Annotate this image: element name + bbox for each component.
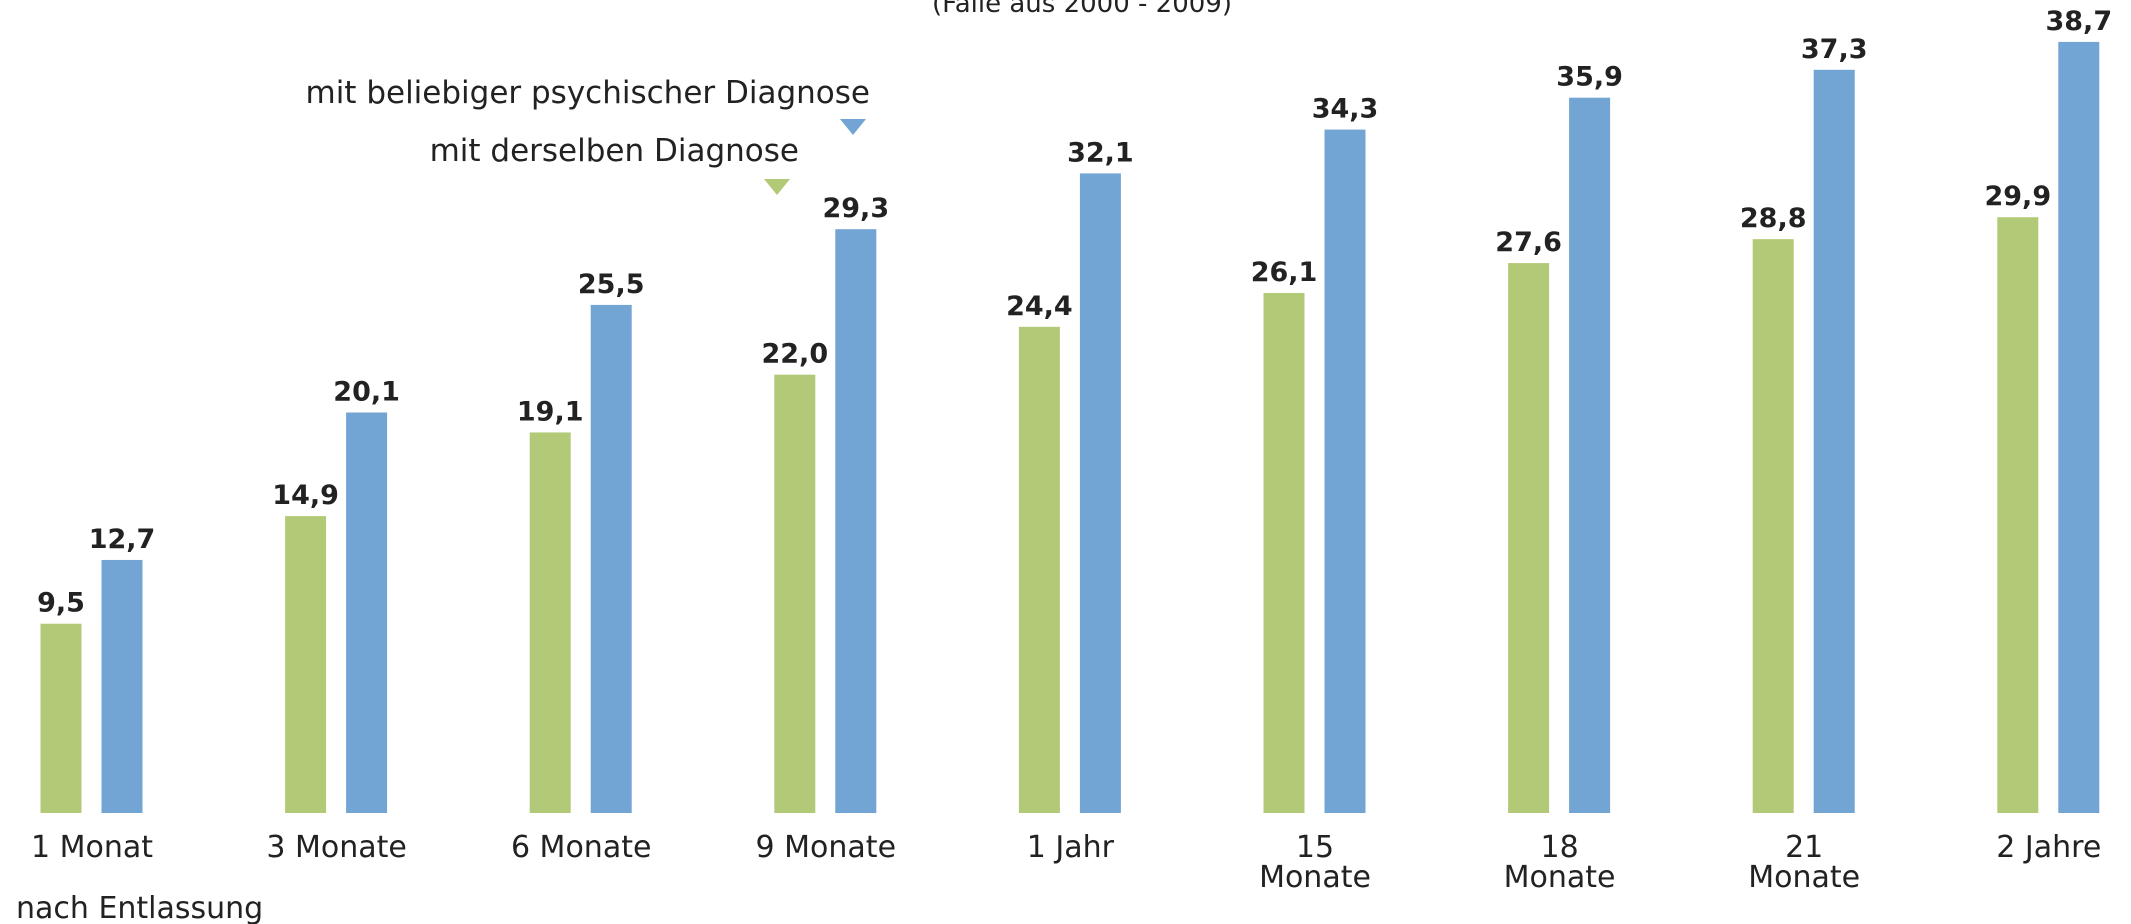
x-tick-label: 6 Monate	[510, 830, 652, 865]
bar	[1569, 97, 1611, 813]
value-label: 27,6	[1495, 227, 1562, 258]
value-label: 25,5	[578, 269, 645, 300]
bar	[2058, 41, 2100, 813]
bar	[590, 304, 632, 813]
x-axis-label: nach Entlassung	[16, 891, 263, 924]
value-label: 29,9	[1984, 181, 2051, 212]
value-label: 14,9	[272, 480, 339, 511]
bar	[1813, 69, 1855, 814]
bar	[101, 559, 143, 813]
bar	[346, 412, 388, 813]
bar	[1752, 239, 1794, 813]
x-tick-label: 9 Monate	[755, 830, 897, 865]
bar	[774, 374, 816, 813]
legend-marker	[764, 179, 790, 195]
value-label: 12,7	[89, 524, 156, 555]
value-label: 28,8	[1740, 203, 1807, 234]
bar	[1324, 129, 1366, 813]
value-label: 37,3	[1801, 34, 1868, 65]
value-label: 32,1	[1067, 137, 1134, 168]
x-tick-label: 18 Monate	[1503, 830, 1616, 895]
legend-label: mit derselben Diagnose	[430, 133, 799, 169]
bar	[40, 623, 82, 813]
value-label: 19,1	[517, 396, 584, 427]
bar	[1508, 263, 1550, 813]
bar	[1997, 217, 2039, 813]
x-tick-label: 1 Monat	[30, 830, 154, 865]
value-label: 38,7	[2045, 6, 2112, 37]
bar	[285, 516, 327, 813]
x-tick-label: 15 Monate	[1259, 830, 1371, 895]
bar	[1263, 292, 1305, 813]
value-label: 35,9	[1556, 62, 1623, 93]
value-label: 20,1	[333, 377, 400, 408]
bar	[835, 229, 877, 813]
value-label: 9,5	[37, 588, 85, 619]
bar	[1018, 326, 1060, 813]
x-tick-label: 3 Monate	[266, 830, 407, 865]
subtitle: (Fälle aus 2000 - 2009)	[932, 0, 1232, 19]
x-tick-label: 1 Jahr	[1026, 830, 1114, 865]
legend-marker	[840, 119, 866, 135]
bar	[1079, 173, 1121, 814]
value-label: 29,3	[822, 193, 889, 224]
x-tick-label: 21 Monate	[1748, 830, 1861, 895]
bar	[529, 432, 571, 813]
value-label: 22,0	[761, 339, 828, 370]
value-label: 24,4	[1006, 291, 1073, 322]
value-label: 26,1	[1251, 257, 1318, 288]
x-tick-label: 2 Jahre	[1996, 830, 2102, 865]
legend-label: mit beliebiger psychischer Diagnose	[306, 75, 871, 111]
value-label: 34,3	[1312, 94, 1379, 125]
